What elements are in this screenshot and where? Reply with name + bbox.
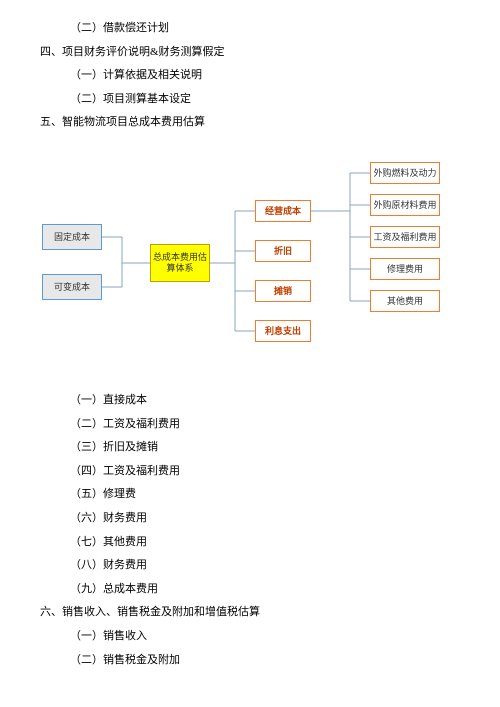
outline-item: （五）修理费 <box>30 486 470 504</box>
outline-top: （二）借款偿还计划四、项目财务评价说明&财务测算假定 （一）计算依据及相关说明 （二… <box>30 20 470 132</box>
outline-item: （一）直接成本 <box>30 392 470 410</box>
cost-diagram: 固定成本可变成本 总成本费用估算体系 经营成本折旧摊销利息支出 外购燃料及动力外购原材… <box>30 144 470 374</box>
outline-item: （一）销售收入 <box>30 628 470 646</box>
outline-item: 四、项目财务评价说明&财务测算假定 <box>30 44 470 62</box>
mid-node: 利息支出 <box>255 320 311 342</box>
outline-item: （八）财务费用 <box>30 557 470 575</box>
outline-item: （九）总成本费用 <box>30 581 470 599</box>
outline-item: （七）其他费用 <box>30 534 470 552</box>
outline-item: （四）工资及福利费用 <box>30 463 470 481</box>
right-node: 外购原材料费用 <box>370 194 440 216</box>
outline-item: （二）项目测算基本设定 <box>30 91 470 109</box>
right-node: 修理费用 <box>370 258 440 280</box>
outline-item: 五、智能物流项目总成本费用估算 <box>30 114 470 132</box>
outline-item: 六、销售收入、销售税金及附加和增值税估算 <box>30 604 470 622</box>
outline-item: （三）折旧及摊销 <box>30 439 470 457</box>
center-node: 总成本费用估算体系 <box>150 244 210 282</box>
outline-item: （一）计算依据及相关说明 <box>30 67 470 85</box>
mid-node: 摊销 <box>255 280 311 302</box>
mid-node: 折旧 <box>255 240 311 262</box>
outline-item: （二）销售税金及附加 <box>30 652 470 670</box>
right-node: 外购燃料及动力 <box>370 162 440 184</box>
left-node: 可变成本 <box>42 274 102 300</box>
outline-item: （二）借款偿还计划 <box>30 20 470 38</box>
outline-item: （六）财务费用 <box>30 510 470 528</box>
mid-node: 经营成本 <box>255 200 311 222</box>
left-node: 固定成本 <box>42 224 102 250</box>
right-node: 工资及福利费用 <box>370 226 440 248</box>
outline-item: （二）工资及福利费用 <box>30 416 470 434</box>
right-node: 其他费用 <box>370 290 440 312</box>
outline-bottom: （一）直接成本 （二）工资及福利费用 （三）折旧及摊销 （四）工资及福利费用 （五）修理… <box>30 392 470 669</box>
